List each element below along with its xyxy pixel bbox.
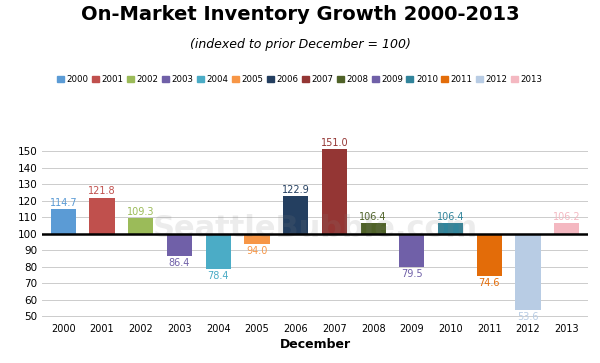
Text: 109.3: 109.3 [127, 207, 154, 217]
Text: 151.0: 151.0 [320, 138, 348, 148]
Text: 106.4: 106.4 [437, 212, 464, 222]
Text: 78.4: 78.4 [208, 271, 229, 281]
Text: 121.8: 121.8 [88, 186, 116, 196]
X-axis label: December: December [280, 338, 350, 351]
Text: SeattleBubble.com: SeattleBubble.com [152, 214, 478, 243]
Bar [438, 223, 463, 234]
Text: 114.7: 114.7 [49, 198, 77, 208]
Bar [554, 223, 579, 234]
Text: 106.2: 106.2 [553, 212, 581, 222]
Text: 106.4: 106.4 [359, 212, 387, 222]
Bar [322, 150, 347, 234]
Bar [515, 234, 541, 310]
Bar [51, 209, 76, 234]
Legend: 2000, 2001, 2002, 2003, 2004, 2005, 2006, 2007, 2008, 2009, 2010, 2011, 2012, 20: 2000, 2001, 2002, 2003, 2004, 2005, 2006… [54, 72, 546, 87]
Bar [283, 196, 308, 234]
Text: 79.5: 79.5 [401, 269, 422, 280]
Bar [399, 234, 424, 268]
Text: 94.0: 94.0 [246, 245, 268, 256]
Bar [128, 218, 154, 234]
Bar [206, 234, 231, 269]
Text: On-Market Inventory Growth 2000-2013: On-Market Inventory Growth 2000-2013 [80, 5, 520, 24]
Bar [167, 234, 192, 256]
Text: 86.4: 86.4 [169, 258, 190, 268]
Text: (indexed to prior December = 100): (indexed to prior December = 100) [190, 38, 410, 51]
Text: 122.9: 122.9 [282, 184, 310, 195]
Bar [89, 198, 115, 234]
Text: 53.6: 53.6 [517, 312, 539, 322]
Text: 74.6: 74.6 [479, 278, 500, 287]
Bar [361, 223, 386, 234]
Bar [476, 234, 502, 276]
Bar [244, 234, 269, 244]
